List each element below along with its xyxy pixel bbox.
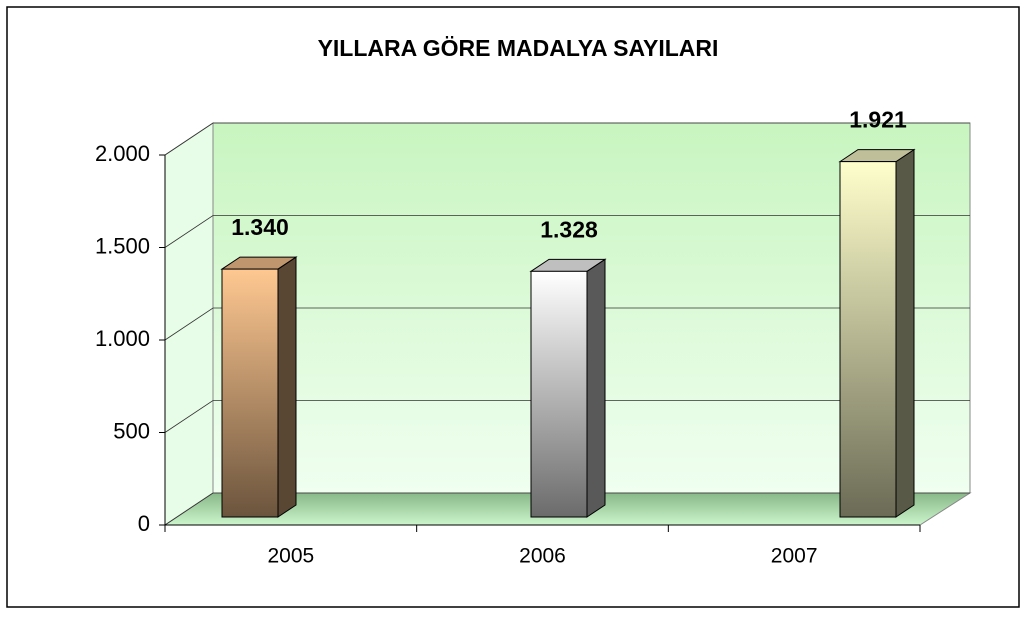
y-tick-label: 2.000: [95, 141, 150, 166]
bar-side: [895, 148, 915, 518]
grid-line: [164, 215, 970, 248]
grid-line: [164, 307, 970, 341]
chart-title: YILLARA GÖRE MADALYA SAYILARI: [318, 35, 719, 61]
bar: [221, 268, 279, 518]
bar: [839, 161, 897, 518]
bar: [530, 270, 588, 518]
value-label: 1.328: [540, 216, 598, 242]
value-label: 1.340: [231, 214, 289, 240]
x-tick-label: 2007: [771, 545, 818, 568]
grid-line: [164, 122, 970, 156]
grid-line: [164, 400, 970, 433]
x-tick-label: 2006: [519, 545, 566, 568]
x-tick-label: 2005: [267, 545, 314, 568]
y-tick-label: 1.500: [95, 233, 150, 258]
bar-side: [277, 256, 297, 518]
value-label: 1.921: [849, 107, 907, 133]
y-tick-label: 0: [138, 511, 150, 536]
grid-line: [164, 492, 970, 526]
y-tick-label: 1.000: [95, 326, 150, 351]
bar-side: [586, 258, 606, 518]
y-tick-label: 500: [113, 418, 150, 443]
